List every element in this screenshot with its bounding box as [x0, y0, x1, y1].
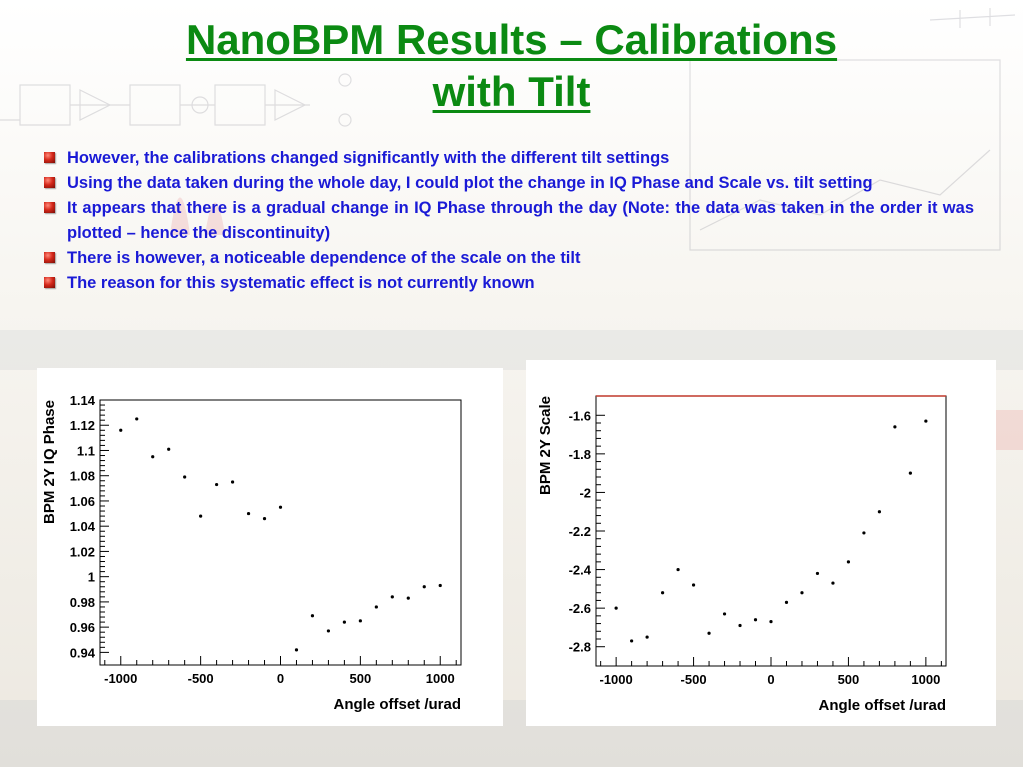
scale-x-tick-label: 1000	[911, 672, 940, 687]
iq-phase-y-tick-label: 0.96	[70, 620, 95, 635]
iq-phase-y-tick-label: 0.94	[70, 645, 96, 660]
iq-phase-x-tick-label: 1000	[426, 671, 455, 686]
scale-data-point	[924, 419, 928, 423]
scale-y-tick-label: -2	[579, 485, 591, 500]
bullet-text: The reason for this systematic effect is…	[67, 274, 535, 292]
iq-phase-data-point	[135, 417, 139, 421]
scale-data-point	[660, 591, 665, 595]
scale-data-point	[707, 631, 711, 635]
iq-phase-y-tick-label: 1.14	[70, 393, 96, 408]
iq-phase-y-tick-label: 1	[88, 570, 95, 585]
scale-x-tick-label: -500	[681, 672, 707, 687]
scale-data-point	[769, 620, 773, 624]
scale-data-point	[877, 510, 882, 514]
scale-y-axis-label: BPM 2Y Scale	[537, 396, 554, 495]
slide-title-line1: NanoBPM Results – Calibrations	[185, 16, 838, 63]
scale-x-axis-label: Angle offset /urad	[818, 697, 946, 714]
iq-phase-data-point	[262, 517, 267, 521]
scale-data-point	[800, 591, 804, 595]
bullet-item: Using the data taken during the whole da…	[44, 171, 974, 196]
iq-phase-plot-panel: -1000 -500 0 500 1000 0.94 0.96 0.98 1 1.02 1.04 1.…	[37, 368, 503, 726]
scale-data-point	[908, 471, 912, 475]
scale-data-point	[738, 623, 742, 628]
bullet-square-icon	[44, 152, 55, 163]
scale-plot-frame	[595, 395, 947, 667]
iq-phase-data-point	[294, 648, 299, 652]
scale-data-point	[831, 581, 835, 585]
scale-data-point	[846, 560, 851, 564]
iq-phase-x-tick-label: 500	[350, 671, 372, 686]
scale-data-point	[862, 531, 866, 535]
iq-phase-data-point	[342, 620, 346, 624]
bullet-item: There is however, a noticeable dependenc…	[44, 246, 974, 271]
scale-data-point	[753, 618, 758, 622]
iq-phase-x-tick-label: -500	[188, 671, 214, 686]
iq-phase-data-point	[151, 455, 155, 459]
iq-phase-x-axis-label: Angle offset /urad	[333, 696, 461, 713]
scale-data-point	[645, 635, 649, 639]
iq-phase-data-point	[199, 514, 203, 518]
iq-phase-data-point	[310, 614, 315, 618]
iq-phase-data-point	[215, 482, 219, 487]
bullet-text: Using the data taken during the whole da…	[67, 174, 873, 192]
iq-phase-data-point	[326, 629, 331, 633]
bullet-square-icon	[44, 252, 55, 263]
iq-phase-y-tick-label: 1.1	[77, 443, 95, 458]
bullet-text: However, the calibrations changed signif…	[67, 149, 670, 167]
iq-phase-y-tick-label: 1.08	[70, 469, 95, 484]
slide-title: NanoBPM Results – Calibrations with Tilt	[0, 14, 1023, 118]
scale-data-point	[630, 639, 634, 643]
scale-plot-panel: -1000 -500 0 500 1000 -2.8 -2.6 -2.4 -2.2 -2 -1.8 -…	[526, 360, 996, 726]
iq-phase-data-point	[278, 505, 283, 509]
scale-scatter-chart: -1000 -500 0 500 1000 -2.8 -2.6 -2.4 -2.2 -2 -1.8 -…	[537, 395, 947, 714]
iq-phase-data-point	[422, 585, 426, 589]
iq-phase-plot-frame	[99, 399, 462, 666]
scale-data-point	[784, 600, 789, 604]
bullet-text: It appears that there is a gradual chang…	[67, 199, 974, 242]
iq-phase-scatter-chart: -1000 -500 0 500 1000 0.94 0.96 0.98 1 1.02 1.04 1.…	[41, 393, 462, 713]
scale-y-tick-label: -2.4	[569, 563, 592, 578]
iq-phase-data-point	[406, 596, 410, 600]
iq-phase-data-point	[438, 583, 442, 588]
iq-phase-data-point	[358, 619, 362, 623]
scale-data-point	[676, 567, 680, 572]
bullet-text: There is however, a noticeable dependenc…	[67, 249, 581, 267]
iq-phase-y-tick-label: 1.06	[70, 494, 95, 509]
bullet-item: However, the calibrations changed signif…	[44, 146, 974, 171]
iq-phase-data-point	[167, 447, 171, 451]
scale-y-tick-label: -1.6	[569, 408, 591, 423]
bullet-square-icon	[44, 277, 55, 288]
iq-phase-y-tick-label: 0.98	[70, 595, 95, 610]
iq-phase-x-tick-label: -1000	[104, 671, 137, 686]
iq-phase-y-axis-label: BPM 2Y IQ Phase	[41, 400, 58, 524]
scale-data-point	[893, 425, 897, 429]
scale-y-tick-label: -2.2	[569, 524, 591, 539]
scale-data-point	[815, 571, 820, 576]
iq-phase-data-point	[119, 428, 123, 432]
iq-phase-data-point	[390, 595, 394, 599]
iq-phase-y-tick-label: 1.04	[70, 519, 96, 534]
iq-phase-y-tick-label: 1.12	[70, 418, 95, 433]
scale-data-point	[691, 583, 696, 587]
bullet-square-icon	[44, 202, 55, 213]
scale-y-tick-label: -2.6	[569, 601, 591, 616]
iq-phase-data-point	[246, 511, 251, 516]
scale-x-tick-label: -1000	[600, 672, 633, 687]
scale-data-point	[614, 606, 618, 610]
iq-phase-y-tick-label: 1.02	[70, 544, 95, 559]
bullet-item: It appears that there is a gradual chang…	[44, 196, 974, 246]
bullet-square-icon	[44, 177, 55, 188]
scale-data-point	[722, 612, 727, 616]
scale-x-tick-label: 500	[838, 672, 860, 687]
slide-title-line2: with Tilt	[432, 68, 591, 115]
iq-phase-data-point	[230, 480, 235, 484]
iq-phase-x-tick-label: 0	[277, 671, 284, 686]
bullet-item: The reason for this systematic effect is…	[44, 271, 974, 296]
iq-phase-data-point	[374, 605, 378, 609]
bullet-list: However, the calibrations changed signif…	[44, 146, 974, 296]
scale-y-tick-label: -2.8	[569, 640, 591, 655]
scale-x-tick-label: 0	[767, 672, 774, 687]
scale-y-tick-label: -1.8	[569, 447, 591, 462]
iq-phase-data-point	[183, 475, 187, 479]
